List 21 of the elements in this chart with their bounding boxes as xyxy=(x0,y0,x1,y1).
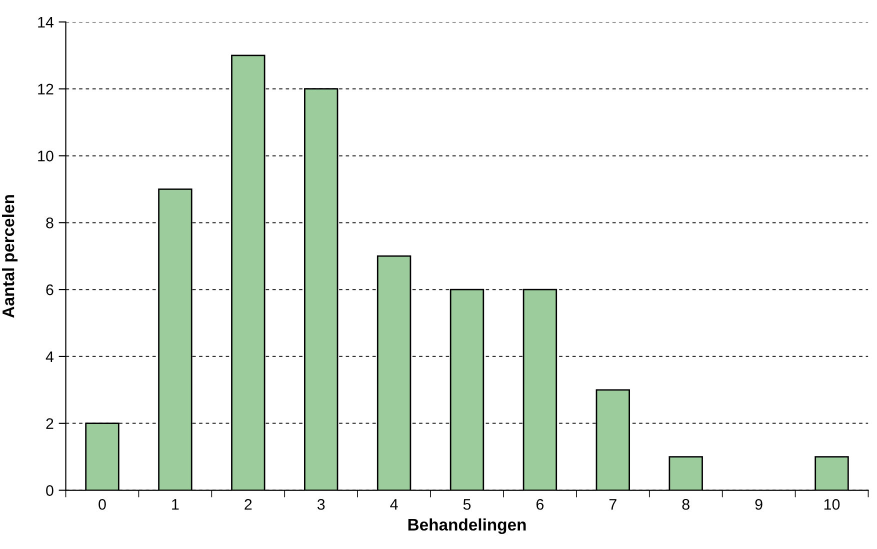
x-tick-label: 6 xyxy=(536,498,544,510)
x-tick-label: 3 xyxy=(317,498,325,510)
y-tick-label: 0 xyxy=(46,485,54,496)
x-tick-label: 9 xyxy=(755,498,762,510)
x-tick-label: 5 xyxy=(463,499,471,510)
y-tick-label: 6 xyxy=(46,284,54,296)
y-tick-label: 2 xyxy=(46,418,54,429)
x-tick-label: 7 xyxy=(609,499,616,510)
x-axis-title: Behandelingen xyxy=(408,518,526,534)
x-tick-label: 1 xyxy=(172,499,179,510)
y-tick-label: 4 xyxy=(46,351,54,362)
y-tick-label: 8 xyxy=(46,218,54,228)
y-tick-label: 12 xyxy=(38,84,54,94)
x-tick-label: 2 xyxy=(244,498,252,510)
y-tick-label: 10 xyxy=(38,150,54,162)
x-tick-label: 8 xyxy=(682,498,690,510)
y-tick-label: 14 xyxy=(38,16,54,28)
y-axis-title: Aantal percelen xyxy=(2,195,18,318)
x-tick-label: 0 xyxy=(98,498,106,510)
x-tick-label: 10 xyxy=(824,498,840,510)
x-tick-label: 4 xyxy=(390,499,398,510)
